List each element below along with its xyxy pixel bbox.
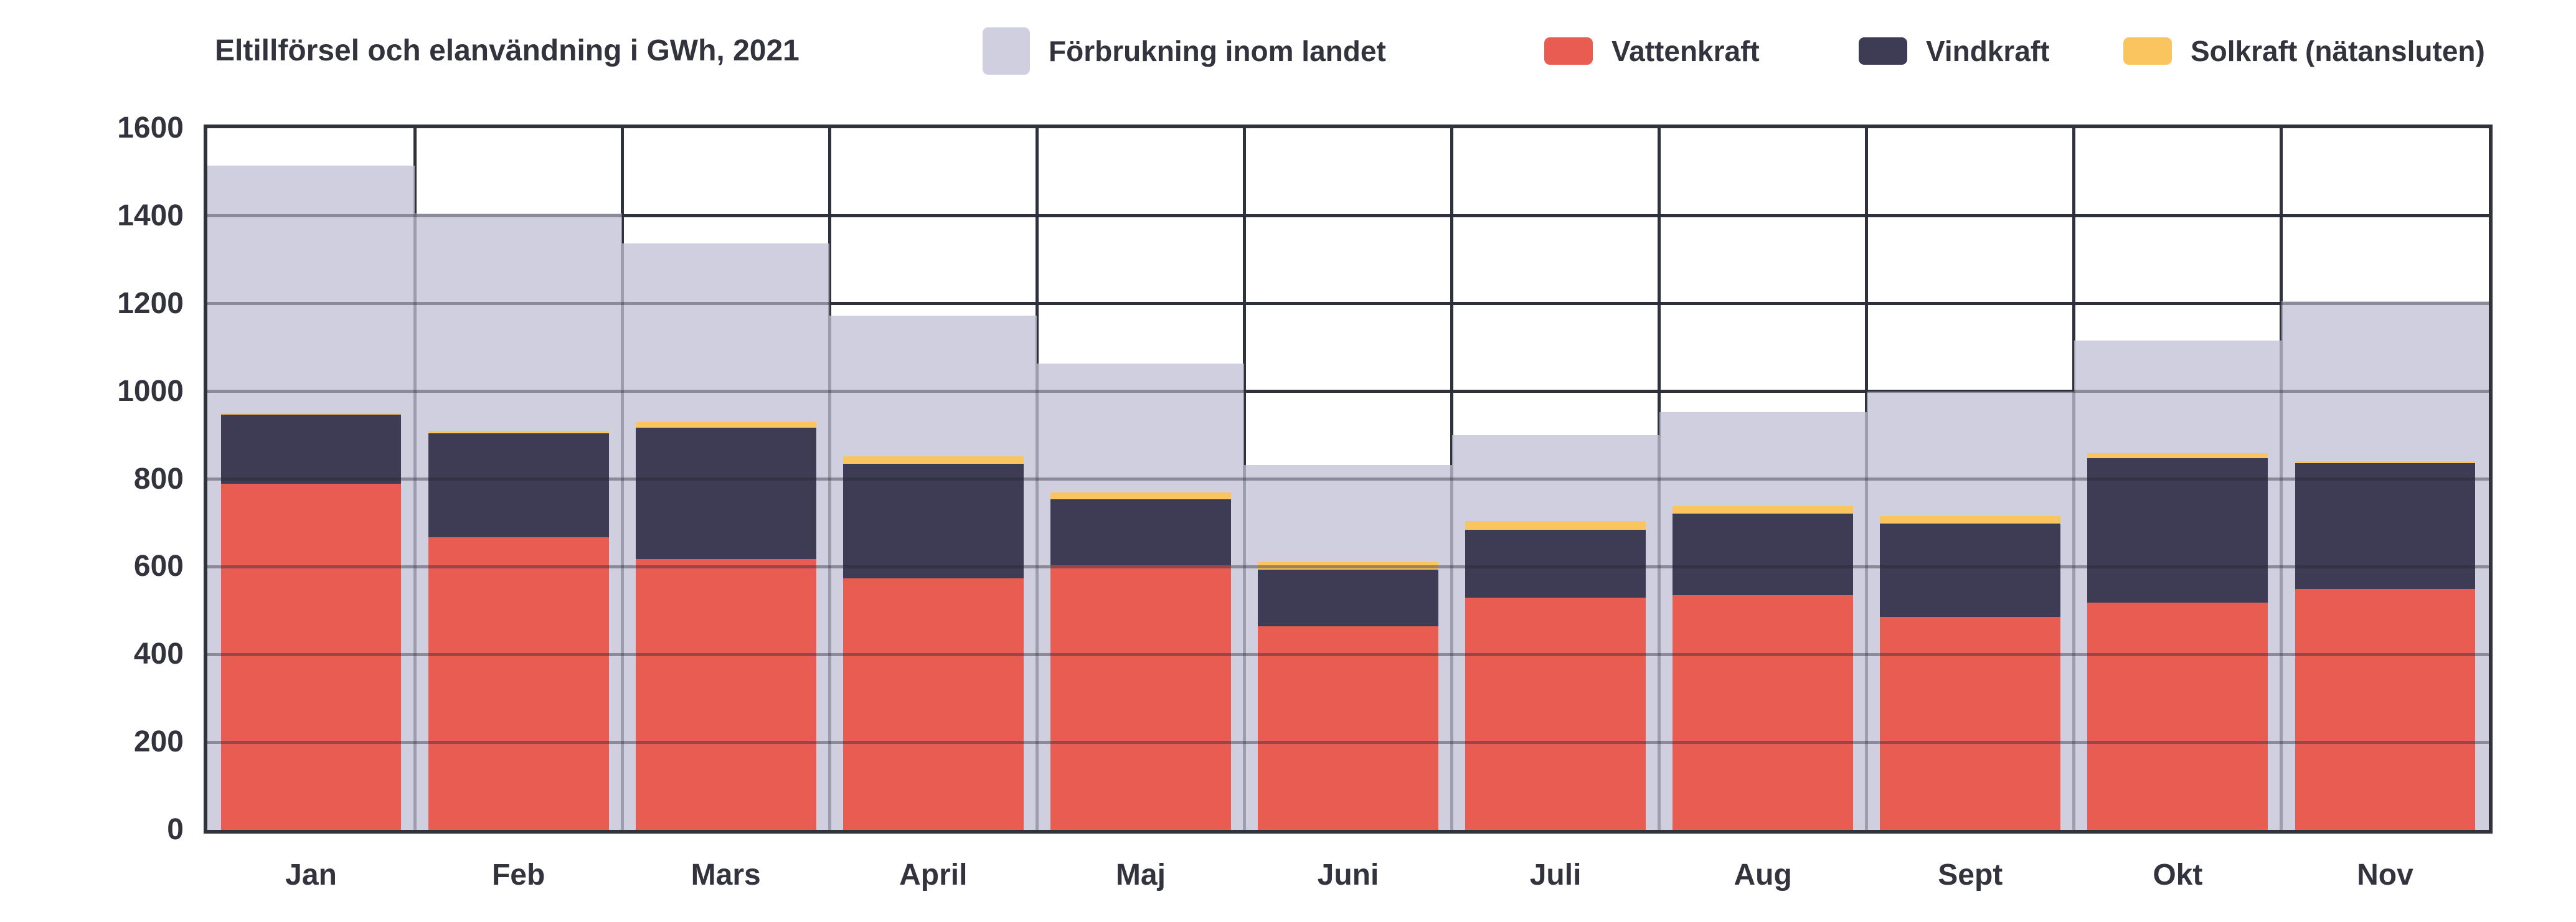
y-axis-tick-600: 600 xyxy=(133,550,184,583)
y-axis-tick-1600: 1600 xyxy=(117,111,184,144)
y-axis-tick-1400: 1400 xyxy=(117,199,184,232)
bar-segment-vattenkraft-maj xyxy=(1050,565,1231,830)
gridline-horizontal-overlay xyxy=(207,740,2489,744)
bar-segment-solkraft-aug xyxy=(1673,506,1854,514)
legend-item-3[interactable]: Vindkraft xyxy=(1859,27,2050,75)
bar-segment-solkraft-april xyxy=(842,456,1024,464)
x-axis-tick-april: April xyxy=(899,858,968,891)
bar-segment-solkraft-feb xyxy=(428,431,609,434)
y-axis-tick-1000: 1000 xyxy=(117,374,184,408)
legend-label: Vindkraft xyxy=(1926,35,2050,67)
chart-legend: Förbrukning inom landet Vattenkraft Vindkr… xyxy=(0,0,2576,100)
bar-segment-vattenkraft-juli xyxy=(1465,597,1646,830)
x-axis-tick-nov: Nov xyxy=(2357,858,2413,891)
gridline-vertical-overlay xyxy=(2072,128,2076,830)
bar-segment-vattenkraft-april xyxy=(842,578,1024,830)
y-axis-tick-0: 0 xyxy=(167,813,184,846)
bar-segment-vindkraft-jan xyxy=(220,414,402,484)
legend-item-4[interactable]: Solkraft (nätansluten) xyxy=(2123,27,2485,75)
legend-label: Vattenkraft xyxy=(1611,35,1760,67)
bar-segment-solkraft-nov xyxy=(2295,461,2476,464)
bar-segment-vattenkraft-mars xyxy=(635,559,816,830)
gridline-vertical-overlay xyxy=(620,128,624,830)
x-axis-tick-aug: Aug xyxy=(1734,858,1792,891)
bar-segment-vindkraft-maj xyxy=(1050,499,1231,565)
x-axis-tick-okt: Okt xyxy=(2153,858,2203,891)
bar-segment-vindkraft-feb xyxy=(428,433,609,538)
bar-segment-vindkraft-mars xyxy=(635,428,816,560)
gridline-vertical-overlay xyxy=(413,128,417,830)
gridline-horizontal-overlay xyxy=(207,565,2489,568)
gridline-vertical-overlay xyxy=(1658,128,1661,830)
bar-segment-vattenkraft-jan xyxy=(220,483,402,830)
bar-segment-vindkraft-juli xyxy=(1465,530,1646,598)
gridline-vertical-overlay xyxy=(1242,128,1246,830)
gridline-vertical-overlay xyxy=(1035,128,1039,830)
legend-item-2[interactable]: Vattenkraft xyxy=(1544,27,1760,75)
gridline-vertical-overlay xyxy=(1450,128,1454,830)
x-axis-tick-juli: Juli xyxy=(1529,858,1582,891)
bar-segment-vattenkraft-aug xyxy=(1673,595,1854,830)
x-axis-tick-juni: Juni xyxy=(1317,858,1379,891)
x-axis-tick-feb: Feb xyxy=(491,858,545,891)
y-axis-tick-200: 200 xyxy=(133,725,184,759)
legend-label: Solkraft (nätansluten) xyxy=(2191,35,2485,67)
x-axis-tick-jan: Jan xyxy=(285,858,337,891)
x-axis-tick-maj: Maj xyxy=(1115,858,1166,891)
gridline-horizontal-overlay xyxy=(207,390,2489,393)
bar-segment-solkraft-maj xyxy=(1050,492,1231,499)
bar-segment-solkraft-mars xyxy=(635,421,816,428)
bar-segment-solkraft-juni xyxy=(1258,562,1438,570)
gridline-horizontal-overlay xyxy=(207,214,2489,218)
bar-segment-vattenkraft-feb xyxy=(428,537,609,830)
bar-segment-solkraft-sept xyxy=(1880,516,2061,524)
bar-segment-vattenkraft-okt xyxy=(2087,603,2268,830)
bar-segment-solkraft-jan xyxy=(220,413,402,415)
chart-title: Eltillförsel och elanvändning i GWh, 202… xyxy=(215,34,800,67)
legend-swatch-icon xyxy=(2123,37,2172,65)
bar-segment-vattenkraft-sept xyxy=(1880,616,2061,830)
bar-segment-vindkraft-nov xyxy=(2295,463,2476,590)
x-axis-tick-mars: Mars xyxy=(691,858,761,891)
y-axis-tick-1200: 1200 xyxy=(117,286,184,320)
legend-item-1[interactable]: Förbrukning inom landet xyxy=(983,27,1386,75)
bar-segment-solkraft-juli xyxy=(1465,521,1646,530)
bar-segment-solkraft-okt xyxy=(2087,453,2268,459)
bar-segment-vindkraft-okt xyxy=(2087,458,2268,603)
bar-segment-vattenkraft-juni xyxy=(1258,626,1438,830)
legend-swatch-icon xyxy=(983,27,1030,75)
bar-segment-vattenkraft-nov xyxy=(2295,589,2476,830)
gridline-vertical-overlay xyxy=(1865,128,1869,830)
gridline-horizontal-overlay xyxy=(207,477,2489,481)
gridline-horizontal-overlay xyxy=(207,652,2489,656)
gridline-vertical-overlay xyxy=(2280,128,2283,830)
y-axis-tick-800: 800 xyxy=(133,462,184,496)
bar-segment-vindkraft-aug xyxy=(1673,514,1854,596)
plot-inner xyxy=(207,128,2489,830)
bar-segment-vindkraft-sept xyxy=(1880,524,2061,617)
y-axis-tick-400: 400 xyxy=(133,637,184,671)
bar-segment-vindkraft-april xyxy=(842,463,1024,578)
plot-area xyxy=(204,125,2493,834)
x-axis-tick-sept: Sept xyxy=(1938,858,2003,891)
gridline-horizontal xyxy=(207,302,2489,306)
gridline-horizontal xyxy=(207,214,2489,218)
gridline-horizontal xyxy=(207,390,2489,393)
legend-swatch-icon xyxy=(1859,37,1907,65)
gridline-vertical-overlay xyxy=(828,128,831,830)
legend-swatch-icon xyxy=(1544,37,1593,65)
legend-label: Förbrukning inom landet xyxy=(1049,35,1386,67)
gridline-horizontal-overlay xyxy=(207,302,2489,306)
bar-segment-vindkraft-juni xyxy=(1258,570,1438,627)
